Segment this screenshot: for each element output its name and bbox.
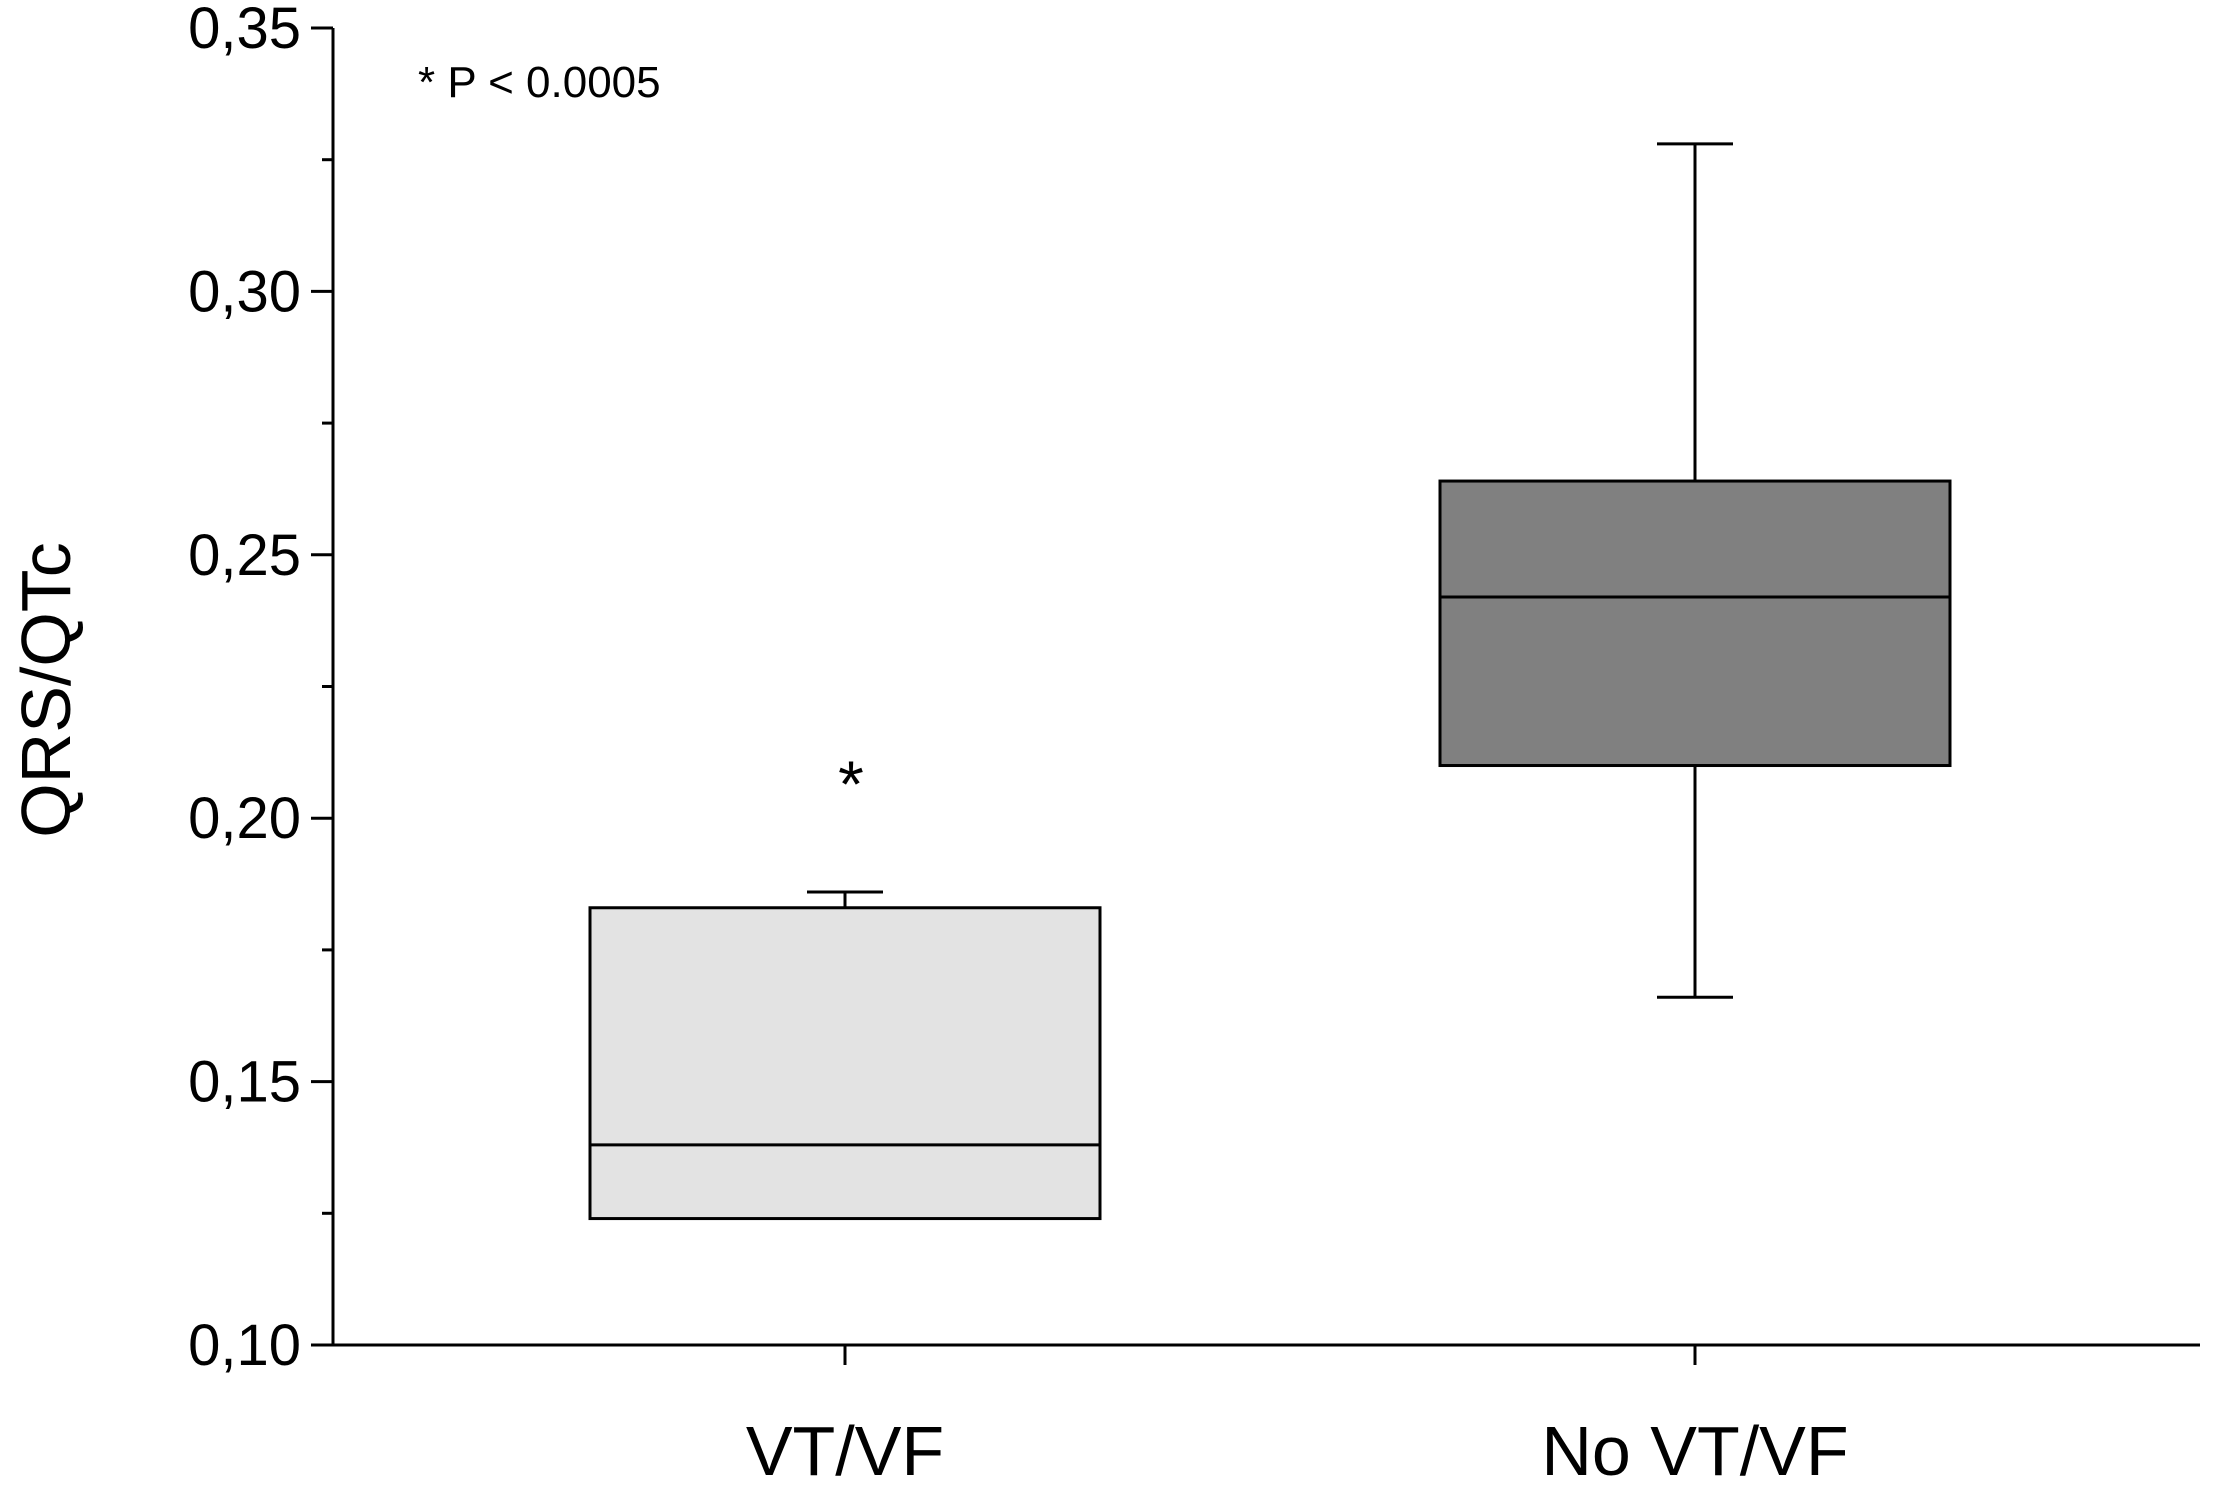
boxes: *	[588, 142, 1952, 1221]
labels: QRS/QTc * P < 0.0005 VT/VF No VT/VF	[7, 58, 1849, 1490]
y-tick-label: 0,30	[188, 259, 301, 324]
y-tick-label: 0,15	[188, 1050, 301, 1115]
y-axis-title: QRS/QTc	[7, 542, 85, 838]
iqr-box	[588, 906, 1102, 1221]
x-category-label: VT/VF	[746, 1412, 944, 1490]
y-tick-label: 0,25	[188, 523, 301, 588]
significance-annotation: * P < 0.0005	[418, 58, 661, 107]
significance-star: *	[838, 747, 864, 821]
x-category-label: No VT/VF	[1541, 1412, 1848, 1490]
box-no-vt-vf	[1438, 142, 1952, 999]
y-tick-label: 0,35	[188, 0, 301, 61]
y-tick-label: 0,20	[188, 786, 301, 851]
y-tick-label: 0,10	[188, 1313, 301, 1378]
box-vt-vf: *	[588, 747, 1102, 1221]
iqr-box	[1438, 479, 1952, 768]
y-ticks: 0,10 0,15 0,20 0,25 0,30 0,35	[188, 0, 333, 1378]
